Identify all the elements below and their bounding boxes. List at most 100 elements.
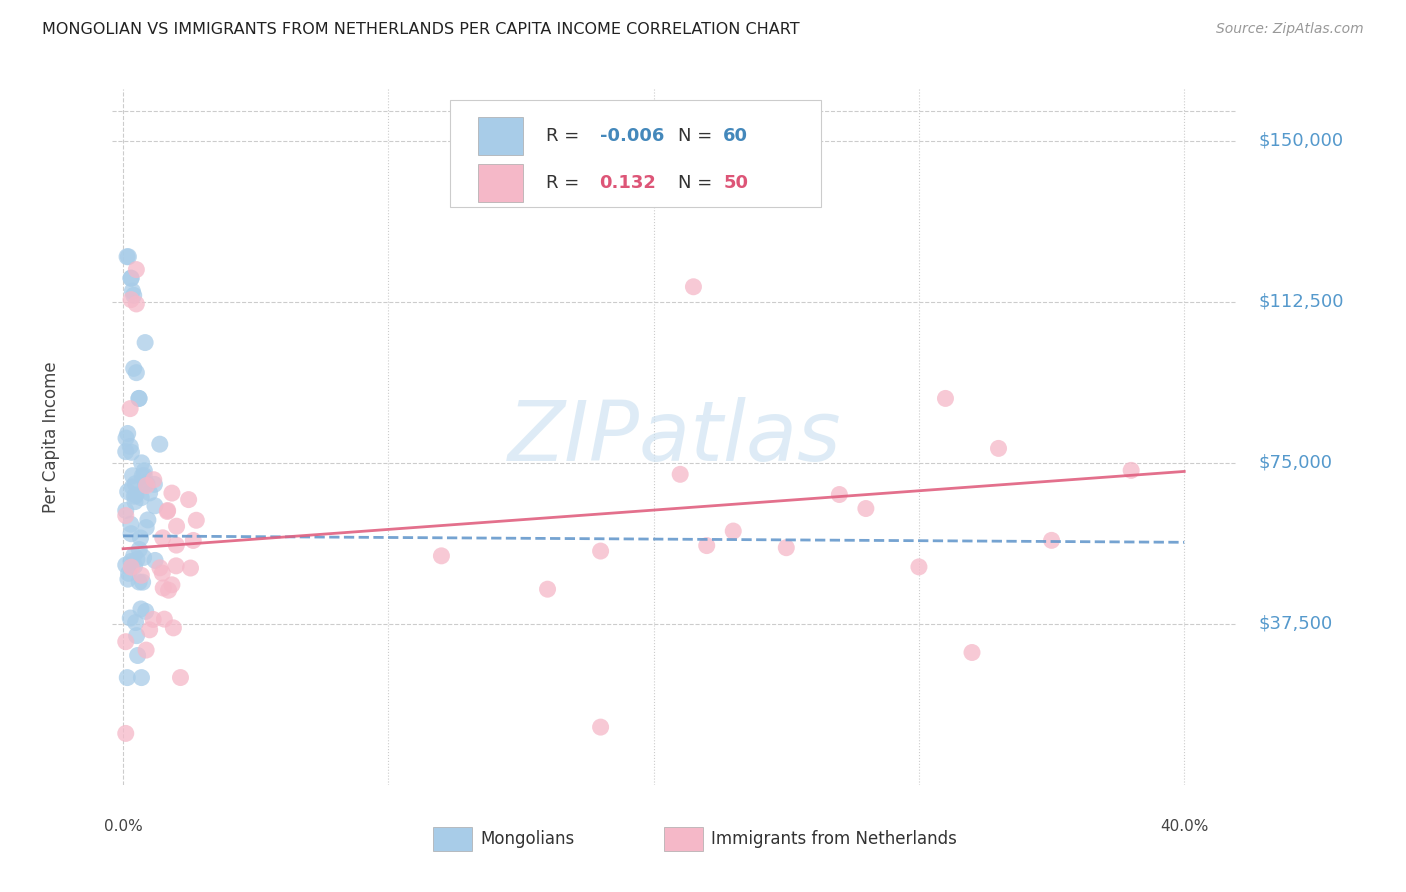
Point (121, 284, 143, 298)
Point (121, 468, 143, 483)
Point (129, 491, 152, 505)
Text: N =: N = (678, 127, 718, 145)
Point (120, 401, 142, 416)
Point (120, 526, 142, 541)
Text: -0.006: -0.006 (599, 127, 664, 145)
Point (160, 578, 183, 592)
Point (131, 568, 153, 582)
Point (143, 499, 166, 513)
Point (143, 477, 166, 491)
Point (149, 561, 172, 575)
Point (136, 513, 159, 527)
Point (160, 486, 183, 500)
Text: 50: 50 (723, 174, 748, 192)
Point (156, 503, 179, 517)
Text: Mongolians: Mongolians (481, 830, 575, 848)
Point (115, 250, 138, 264)
Point (143, 553, 166, 567)
Point (135, 478, 157, 492)
Point (129, 531, 152, 545)
Point (117, 566, 139, 581)
Point (114, 558, 136, 572)
Text: $112,500: $112,500 (1258, 293, 1344, 310)
Point (150, 566, 173, 580)
Point (135, 643, 157, 657)
Point (775, 541, 797, 555)
Point (162, 621, 184, 635)
Text: Source: ZipAtlas.com: Source: ZipAtlas.com (1216, 22, 1364, 37)
Point (117, 671, 139, 685)
Point (120, 293, 142, 307)
Point (934, 392, 956, 406)
Text: $37,500: $37,500 (1258, 615, 1333, 633)
Text: 60: 60 (723, 127, 748, 145)
Point (142, 612, 165, 626)
Point (152, 531, 174, 545)
Text: R =: R = (546, 127, 585, 145)
FancyBboxPatch shape (450, 100, 821, 208)
Bar (664, 827, 703, 851)
Text: N =: N = (678, 174, 718, 192)
Text: ZIPatlas: ZIPatlas (508, 397, 842, 477)
Point (125, 262, 148, 277)
Point (114, 444, 136, 458)
Point (128, 542, 150, 557)
Point (138, 623, 160, 637)
Point (114, 726, 136, 740)
Bar (433, 827, 472, 851)
Bar (478, 164, 523, 202)
Point (960, 645, 983, 659)
Point (124, 615, 146, 630)
Point (669, 467, 692, 482)
Point (828, 487, 851, 501)
Point (131, 575, 153, 590)
Point (114, 508, 136, 523)
Point (589, 544, 612, 558)
Text: MONGOLIAN VS IMMIGRANTS FROM NETHERLANDS PER CAPITA INCOME CORRELATION CHART: MONGOLIAN VS IMMIGRANTS FROM NETHERLANDS… (42, 22, 800, 37)
Point (134, 468, 156, 483)
Point (682, 279, 704, 293)
Point (186, 513, 208, 527)
Point (128, 392, 150, 406)
Text: Immigrants from Netherlands: Immigrants from Netherlands (711, 830, 956, 848)
Point (165, 538, 187, 552)
Point (134, 475, 156, 490)
Point (181, 533, 204, 548)
Point (142, 473, 165, 487)
Point (125, 488, 148, 502)
Point (723, 524, 745, 538)
Point (122, 288, 145, 302)
Point (117, 484, 139, 499)
Point (149, 437, 172, 451)
Point (115, 431, 138, 445)
Point (166, 519, 188, 533)
Point (134, 335, 156, 350)
Point (120, 517, 142, 532)
Point (124, 558, 146, 573)
Point (987, 442, 1010, 456)
Point (120, 611, 142, 625)
Point (177, 492, 200, 507)
Point (129, 602, 152, 616)
Text: Per Capita Income: Per Capita Income (42, 361, 59, 513)
Text: 0.132: 0.132 (599, 174, 657, 192)
Point (125, 552, 148, 566)
Point (136, 477, 159, 491)
Point (132, 550, 155, 565)
Point (114, 503, 136, 517)
Text: $75,000: $75,000 (1258, 454, 1333, 472)
Text: R =: R = (546, 174, 585, 192)
Point (153, 612, 176, 626)
Point (120, 271, 142, 285)
Point (114, 634, 136, 648)
Point (696, 539, 718, 553)
Text: 40.0%: 40.0% (1160, 820, 1208, 834)
Point (135, 520, 157, 534)
Point (1121, 463, 1143, 477)
Point (117, 426, 139, 441)
Point (1040, 533, 1063, 548)
Point (125, 629, 148, 643)
Point (536, 582, 558, 597)
Point (180, 561, 202, 575)
Point (120, 445, 142, 459)
